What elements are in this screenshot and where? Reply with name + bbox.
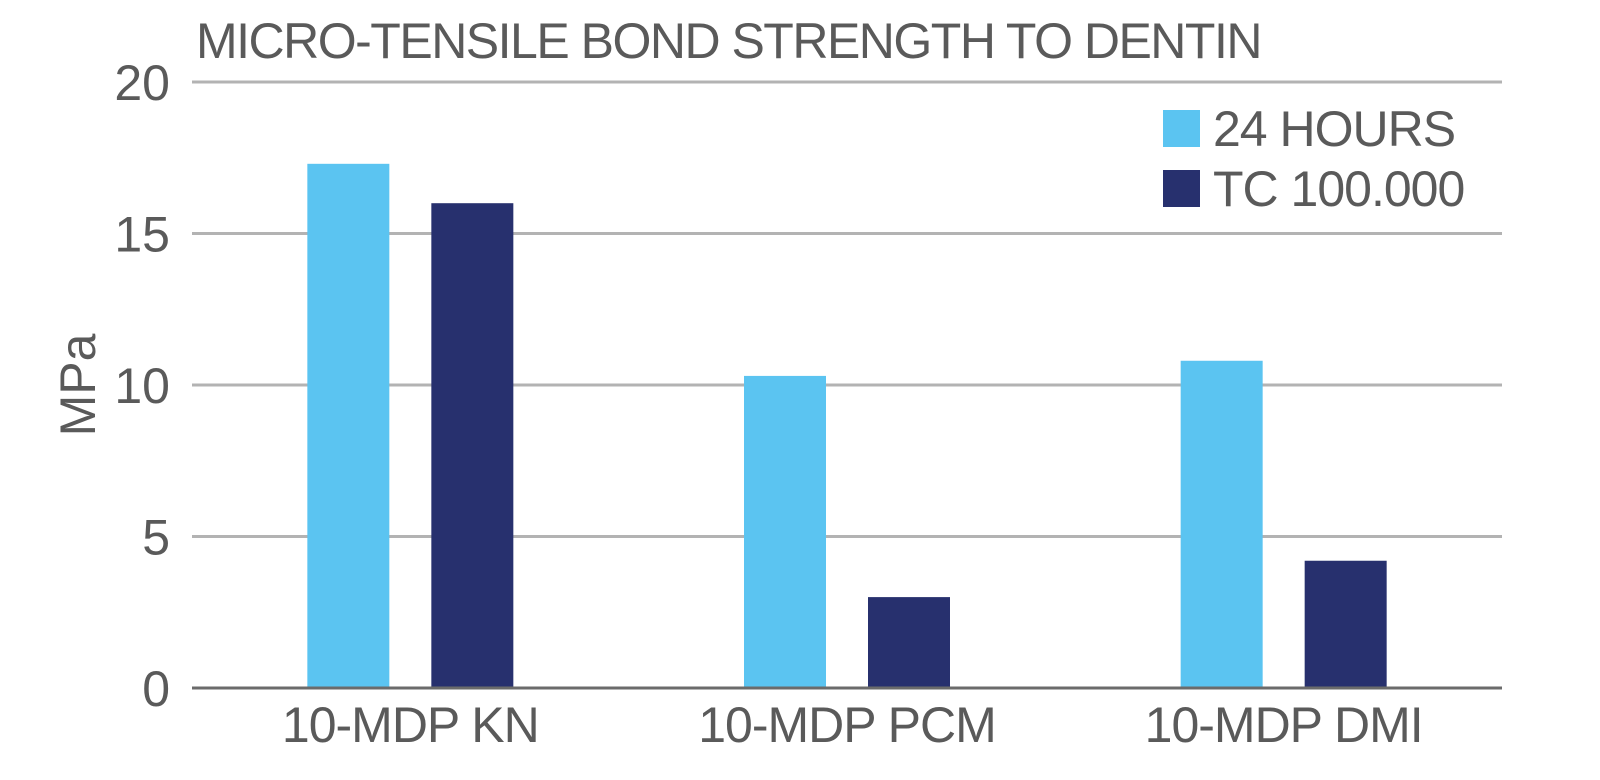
- x-axis-categories: 10-MDP KN 10-MDP PCM 10-MDP DMI: [282, 697, 1424, 753]
- bar-24-hours-1: [744, 375, 826, 688]
- y-tick-label: 0: [142, 661, 170, 717]
- legend-swatch: [1163, 110, 1200, 147]
- y-axis-ticks: 0 5 10 15 20: [114, 55, 170, 717]
- x-category-label: 10-MDP PCM: [698, 697, 995, 753]
- y-tick-label: 5: [142, 510, 170, 566]
- y-tick-label: 15: [114, 207, 170, 263]
- bar-24-hours-2: [1180, 360, 1263, 688]
- legend-swatch: [1163, 170, 1200, 207]
- bars: [307, 163, 1387, 688]
- bar-24-hours-0: [307, 163, 390, 688]
- gridlines: [192, 80, 1502, 538]
- legend-label: 24 HOURS: [1213, 101, 1455, 157]
- y-tick-label: 10: [114, 358, 170, 414]
- x-category-label: 10-MDP KN: [282, 697, 539, 753]
- legend-label: TC 100.000: [1213, 161, 1464, 217]
- bar-tc-100000-2: [1304, 560, 1387, 688]
- x-category-label: 10-MDP DMI: [1145, 697, 1423, 753]
- y-axis-label: MPa: [50, 333, 106, 436]
- bar-tc-100000-0: [431, 203, 514, 688]
- y-tick-label: 20: [114, 55, 170, 111]
- chart-title: MICRO-TENSILE BOND STRENGTH TO DENTIN: [196, 13, 1261, 69]
- bar-tc-100000-1: [868, 597, 950, 688]
